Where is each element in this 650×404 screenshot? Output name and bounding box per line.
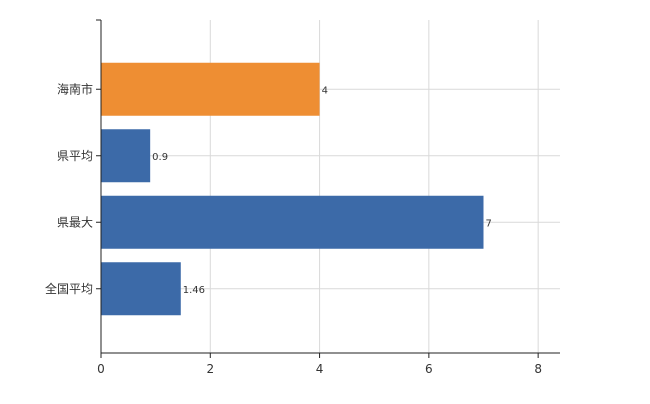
y-tick-label-1: 県平均	[57, 149, 93, 163]
x-tick-label-6: 6	[425, 362, 433, 376]
bar-3	[101, 262, 181, 316]
data-label-2: 7	[486, 218, 492, 229]
tick-marks	[96, 19, 539, 358]
bar-1	[101, 129, 151, 183]
x-tick-label-2: 2	[206, 362, 214, 376]
x-tick-label-0: 0	[97, 362, 105, 376]
data-label-3: 1.46	[183, 285, 205, 296]
x-tick-label-4: 4	[316, 362, 324, 376]
bar-2	[101, 195, 484, 249]
axes	[100, 20, 560, 354]
bars	[101, 62, 484, 316]
bar-0	[101, 62, 320, 116]
y-tick-label-3: 全国平均	[45, 281, 93, 296]
y-tick-label-0: 海南市	[57, 81, 93, 96]
data-label-1: 0.9	[152, 152, 168, 163]
x-tick-label-8: 8	[534, 362, 542, 376]
data-label-0: 4	[322, 85, 328, 96]
y-tick-label-2: 県最大	[57, 215, 93, 229]
